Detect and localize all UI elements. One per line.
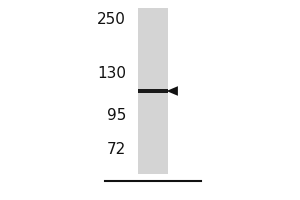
Text: 250: 250: [97, 12, 126, 27]
Bar: [138, 89, 168, 93]
Text: 72: 72: [107, 142, 126, 158]
Polygon shape: [167, 86, 178, 96]
Text: 95: 95: [106, 108, 126, 123]
Bar: [138, 8, 168, 174]
Text: 130: 130: [97, 66, 126, 82]
